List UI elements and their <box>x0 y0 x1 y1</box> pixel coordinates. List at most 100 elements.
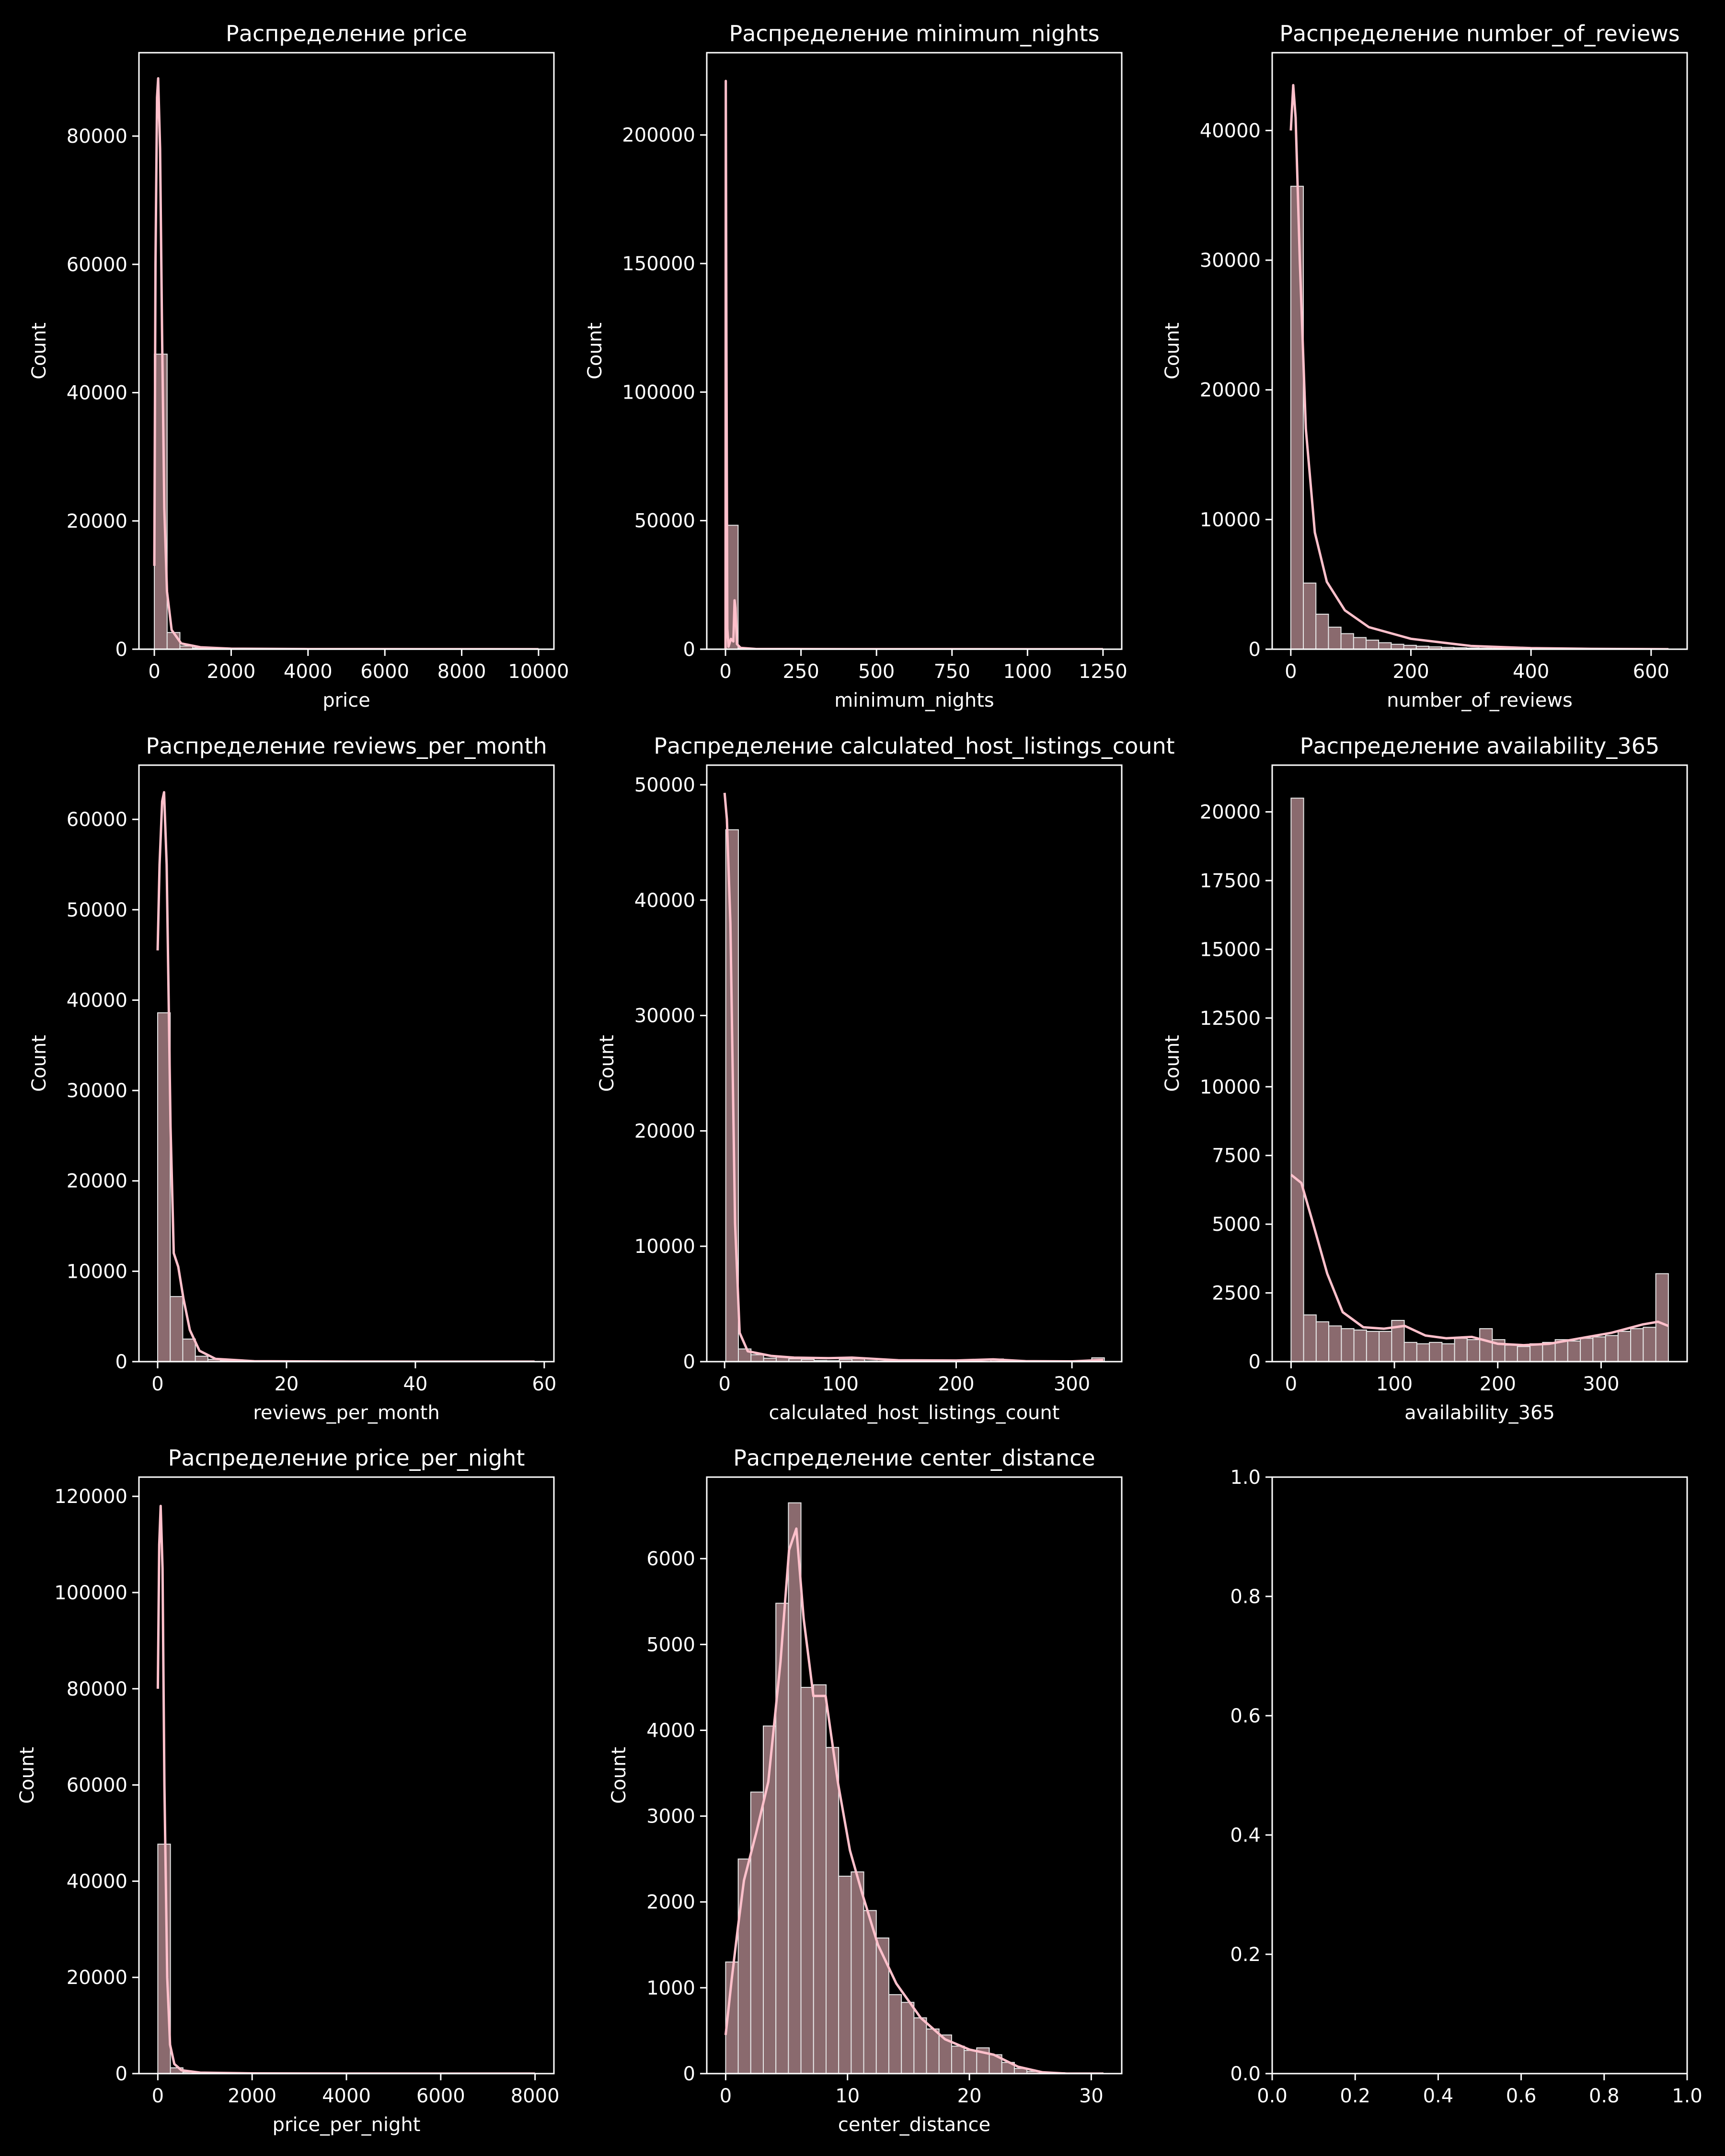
y-tick-label: 0 <box>683 1351 695 1373</box>
axes-frame <box>138 52 555 650</box>
x-tick-label: 30 <box>1079 2085 1104 2107</box>
histogram-bar <box>1290 185 1304 649</box>
x-axis-label: center_distance <box>838 2114 990 2136</box>
chart-1: 0 2000 4000 6000 8000 10000 0 20000 40000 60000 80… <box>28 21 569 711</box>
histogram-bar <box>1315 1321 1330 1362</box>
y-axis-label: Count <box>1162 322 1184 379</box>
y-tick-label: 5000 <box>1212 1214 1261 1236</box>
x-tick-label: 8000 <box>437 661 486 683</box>
y-tick-label: 3000 <box>646 1806 695 1828</box>
y-tick-label: 6000 <box>646 1548 695 1570</box>
x-axis-label: minimum_nights <box>834 689 994 711</box>
histogram-bar <box>1630 1328 1644 1362</box>
x-tick-label: 0 <box>1285 1373 1297 1395</box>
chart-title: Распределение center_distance <box>733 1445 1095 1471</box>
y-tick-label: 0.8 <box>1230 1586 1261 1608</box>
x-tick-label: 0 <box>1285 661 1297 683</box>
histogram-bar <box>1391 643 1404 649</box>
axes-frame <box>706 764 1123 1363</box>
chart-title: Распределение availability_365 <box>1300 733 1659 759</box>
histogram-bar <box>1617 1330 1632 1362</box>
y-tick-label: 20000 <box>1200 379 1261 401</box>
histogram-bar <box>1353 637 1367 649</box>
y-tick-label: 40000 <box>1200 120 1261 142</box>
y-tick-label: 50000 <box>634 510 695 532</box>
histogram-bar <box>1403 1342 1417 1362</box>
y-tick-label: 0.6 <box>1230 1705 1261 1727</box>
histogram-bar <box>737 1858 751 2074</box>
x-tick-label: 300 <box>1054 1373 1090 1395</box>
histogram-bar <box>1530 1343 1543 1362</box>
kde-line <box>153 77 539 649</box>
x-tick-label: 0 <box>720 2085 732 2107</box>
histogram-bar <box>1303 582 1317 649</box>
histogram-bar <box>763 1725 777 2074</box>
histogram-bar <box>1517 1346 1531 1362</box>
x-tick-label: 500 <box>858 661 895 683</box>
x-tick-label: 0 <box>148 661 160 683</box>
x-tick-label: 60 <box>532 1373 556 1395</box>
x-axis-label: calculated_host_listings_count <box>769 1402 1060 1424</box>
y-tick-label: 0.0 <box>1230 2063 1261 2085</box>
histogram-bar <box>1592 1336 1606 1362</box>
x-tick-label: 6000 <box>416 2085 465 2107</box>
y-tick-label: 20000 <box>1200 802 1261 824</box>
histogram-bar <box>1315 613 1329 649</box>
y-tick-label: 50000 <box>67 899 127 921</box>
y-axis-label: Count <box>28 322 50 379</box>
x-tick-label: 0 <box>718 1373 730 1395</box>
x-tick-label: 0.2 <box>1340 2085 1370 2107</box>
x-axis-label: price_per_night <box>273 2114 421 2136</box>
y-tick-label: 40000 <box>634 890 695 912</box>
histogram-bar <box>157 1012 171 1362</box>
histogram-bar <box>775 1603 789 2074</box>
histogram-bar <box>825 1747 840 2074</box>
y-axis-label: Count <box>28 1035 50 1092</box>
histogram-bar <box>170 1296 184 1362</box>
histogram-bar <box>913 2017 927 2074</box>
histogram-bar <box>964 2050 978 2074</box>
x-tick-label: 200 <box>938 1373 974 1395</box>
y-tick-label: 150000 <box>622 253 695 275</box>
x-tick-label: 200 <box>1480 1373 1516 1395</box>
x-tick-label: 2000 <box>228 2085 276 2107</box>
histogram-bar <box>1504 1344 1518 1362</box>
kde-line <box>156 791 535 1362</box>
bars <box>725 1502 1103 2074</box>
y-tick-label: 200000 <box>622 125 695 147</box>
y-tick-label: 40000 <box>67 1870 127 1892</box>
y-tick-label: 17500 <box>1200 870 1261 892</box>
y-tick-label: 80000 <box>67 1678 127 1700</box>
y-axis-label: Count <box>16 1747 38 1804</box>
y-tick-label: 0.4 <box>1230 1824 1261 1846</box>
x-tick-label: 0 <box>719 661 731 683</box>
y-tick-label: 30000 <box>1200 250 1261 272</box>
chart-title: Распределение number_of_reviews <box>1279 21 1679 46</box>
histogram-bar <box>1366 640 1380 649</box>
x-tick-label: 6000 <box>360 661 409 683</box>
y-tick-label: 60000 <box>67 254 127 276</box>
histogram-bar <box>195 1355 208 1362</box>
histogram-bar <box>1454 1338 1468 1362</box>
x-tick-label: 8000 <box>511 2085 560 2107</box>
chart-7: 0 2000 4000 6000 800002000040000600008000010… <box>16 1445 560 2136</box>
histogram-bar <box>1429 1342 1443 1362</box>
histogram-bar <box>1353 1330 1367 1362</box>
y-tick-label: 0 <box>115 2063 127 2085</box>
histogram-bar <box>788 1502 802 2074</box>
x-tick-label: 400 <box>1513 661 1549 683</box>
histogram-bar <box>1567 1340 1581 1362</box>
x-tick-label: 0.6 <box>1506 2085 1537 2107</box>
chart-title: Распределение reviews_per_month <box>146 733 547 759</box>
x-tick-label: 0.0 <box>1257 2085 1288 2107</box>
y-tick-label: 0 <box>1249 1351 1261 1373</box>
y-tick-label: 0 <box>683 2063 695 2085</box>
y-tick-label: 100000 <box>622 381 695 403</box>
chart-title: Распределение price_per_night <box>168 1445 525 1471</box>
histogram-bar <box>813 1684 827 2074</box>
histogram-bar <box>1643 1327 1656 1362</box>
y-tick-label: 5000 <box>646 1634 695 1656</box>
x-tick-label: 10000 <box>508 661 569 683</box>
histogram-bar <box>926 2028 940 2074</box>
x-tick-label: 750 <box>934 661 970 683</box>
